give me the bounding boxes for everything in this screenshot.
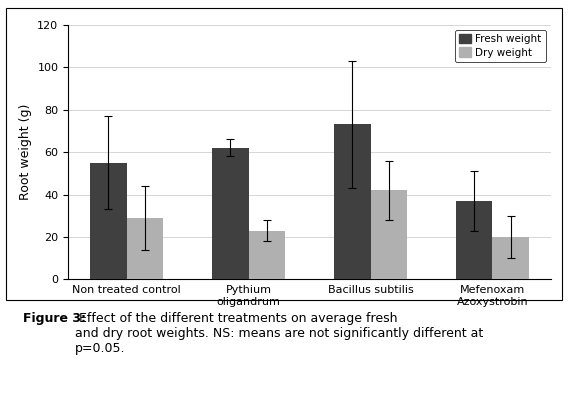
Bar [90, 163, 127, 279]
Bar [370, 190, 407, 279]
Bar [249, 231, 285, 279]
Bar [212, 148, 249, 279]
Legend: Fresh weight, Dry weight: Fresh weight, Dry weight [454, 30, 546, 62]
Bar [456, 201, 492, 279]
Y-axis label: Root weight (g): Root weight (g) [19, 104, 32, 200]
Bar [492, 237, 529, 279]
Bar [334, 125, 370, 279]
Text: Figure 3:: Figure 3: [23, 312, 86, 326]
Bar [127, 218, 163, 279]
Text: Effect of the different treatments on average fresh
and dry root weights. NS: me: Effect of the different treatments on av… [75, 312, 483, 356]
